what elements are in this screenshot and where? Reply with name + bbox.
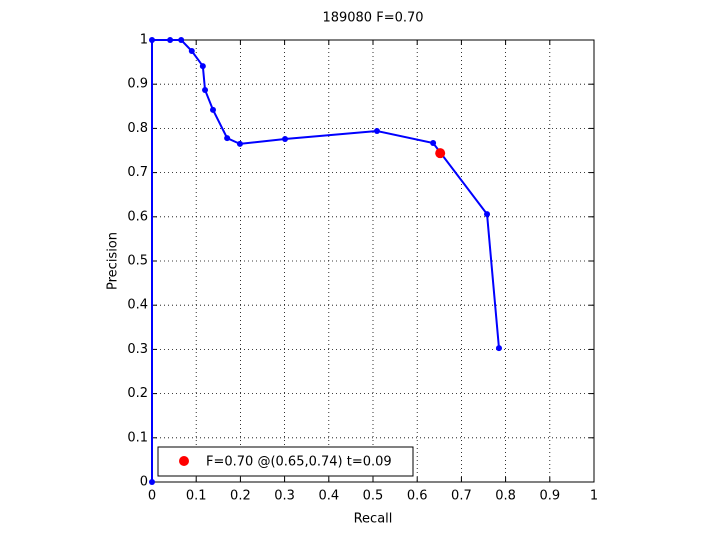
x-tick-label: 1 [590, 489, 598, 504]
data-point [282, 136, 289, 143]
y-axis-label: Precision [106, 232, 121, 290]
x-tick-label: 0.4 [318, 489, 339, 504]
data-point [167, 37, 174, 43]
data-point [149, 37, 155, 43]
x-axis-label: Recall [354, 512, 393, 527]
data-point [224, 135, 231, 142]
x-tick-label: 0.6 [407, 489, 428, 504]
x-tick-label: 0.8 [495, 489, 516, 504]
y-tick-label: 0.6 [127, 209, 148, 224]
data-point [149, 479, 155, 485]
data-point [199, 63, 206, 70]
y-tick-label: 0.5 [127, 254, 148, 269]
x-tick-label: 0 [148, 489, 156, 504]
data-point [484, 211, 491, 218]
legend-marker [179, 456, 189, 466]
x-tick-label: 0.3 [274, 489, 295, 504]
y-tick-label: 0.1 [127, 430, 148, 445]
x-tick-label: 0.2 [230, 489, 251, 504]
y-tick-label: 0 [140, 475, 148, 490]
data-point [435, 148, 446, 159]
y-tick-label: 0.7 [127, 165, 148, 180]
y-tick-label: 0.9 [127, 77, 148, 92]
data-point [202, 86, 209, 93]
data-point [209, 106, 216, 113]
y-tick-label: 0.8 [127, 121, 148, 136]
data-point [373, 128, 380, 135]
x-tick-label: 0.9 [539, 489, 560, 504]
data-point [236, 140, 243, 147]
chart-title: 189080 F=0.70 [322, 11, 423, 26]
x-tick-label: 0.5 [363, 489, 384, 504]
y-tick-label: 0.4 [127, 298, 148, 313]
x-tick-label: 0.7 [451, 489, 472, 504]
data-point [188, 48, 195, 55]
legend-box [157, 446, 414, 477]
data-point [178, 37, 185, 43]
data-point [430, 139, 437, 146]
x-tick-label: 0.1 [186, 489, 207, 504]
legend-label: F=0.70 @(0.65,0.74) t=0.09 [206, 455, 392, 470]
y-tick-label: 0.3 [127, 342, 148, 357]
y-tick-label: 0.2 [127, 386, 148, 401]
data-point [495, 345, 502, 352]
y-tick-label: 1 [140, 33, 148, 48]
